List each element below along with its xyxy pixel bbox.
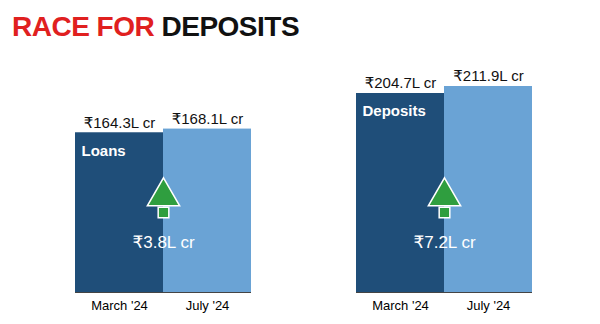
svg-text:₹7.2L cr: ₹7.2L cr	[413, 233, 475, 252]
svg-text:July '24: July '24	[186, 298, 230, 313]
svg-text:₹168.1L cr: ₹168.1L cr	[172, 110, 244, 127]
svg-text:₹204.7L cr: ₹204.7L cr	[365, 74, 437, 91]
html-text:RACE FOR DEPOSITS: RACE FOR DEPOSITS	[12, 11, 300, 42]
svg-text:March '24: March '24	[372, 298, 429, 313]
svg-text:₹211.9L cr: ₹211.9L cr	[453, 67, 523, 84]
svg-text:Deposits: Deposits	[363, 102, 426, 119]
svg-text:March '24: March '24	[91, 298, 148, 313]
svg-text:July '24: July '24	[467, 298, 511, 313]
svg-text:₹164.3L cr: ₹164.3L cr	[84, 114, 156, 131]
svg-text:Loans: Loans	[82, 142, 126, 159]
svg-text:₹3.8L cr: ₹3.8L cr	[132, 233, 194, 252]
